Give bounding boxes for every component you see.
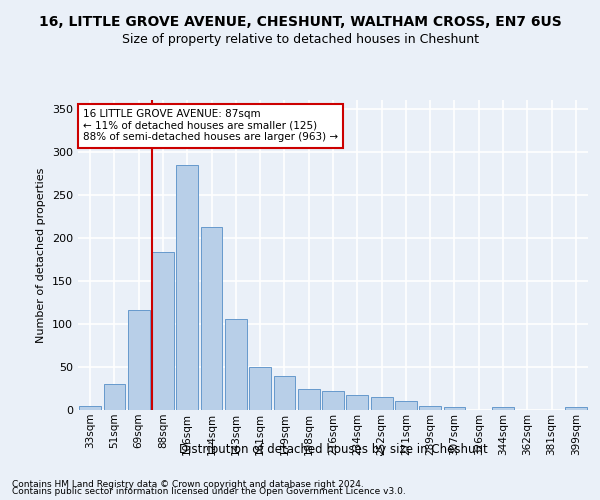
Bar <box>128 310 149 410</box>
Text: Contains HM Land Registry data © Crown copyright and database right 2024.: Contains HM Land Registry data © Crown c… <box>12 480 364 489</box>
Bar <box>152 252 174 410</box>
Bar <box>371 397 392 410</box>
Y-axis label: Number of detached properties: Number of detached properties <box>37 168 46 342</box>
Bar <box>79 406 101 410</box>
Bar <box>322 391 344 410</box>
Bar <box>200 228 223 410</box>
Bar <box>104 384 125 410</box>
Text: 16 LITTLE GROVE AVENUE: 87sqm
← 11% of detached houses are smaller (125)
88% of : 16 LITTLE GROVE AVENUE: 87sqm ← 11% of d… <box>83 110 338 142</box>
Bar <box>443 408 466 410</box>
Text: Size of property relative to detached houses in Cheshunt: Size of property relative to detached ho… <box>121 32 479 46</box>
Bar <box>395 400 417 410</box>
Bar <box>346 394 368 410</box>
Bar <box>565 406 587 410</box>
Text: Distribution of detached houses by size in Cheshunt: Distribution of detached houses by size … <box>179 442 487 456</box>
Bar <box>249 367 271 410</box>
Bar <box>274 376 295 410</box>
Bar <box>492 408 514 410</box>
Bar <box>176 164 198 410</box>
Bar <box>419 406 441 410</box>
Text: Contains public sector information licensed under the Open Government Licence v3: Contains public sector information licen… <box>12 488 406 496</box>
Bar <box>298 390 320 410</box>
Bar <box>225 318 247 410</box>
Text: 16, LITTLE GROVE AVENUE, CHESHUNT, WALTHAM CROSS, EN7 6US: 16, LITTLE GROVE AVENUE, CHESHUNT, WALTH… <box>38 15 562 29</box>
